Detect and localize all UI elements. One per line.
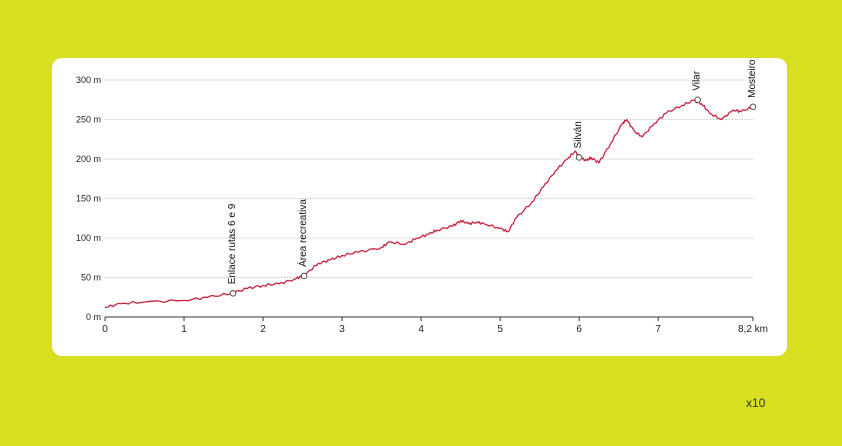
waypoint-label: Vilar [692, 70, 703, 90]
x-tick-label: 8,2 km [738, 324, 768, 335]
x-tick-label: 2 [260, 324, 266, 335]
waypoint-marker [749, 103, 757, 111]
x-tick-label: 0 [102, 324, 108, 335]
x-tick-labels: 0 1 2 3 4 5 6 7 8,2 km [102, 324, 768, 335]
waypoint-label: Silván [573, 121, 584, 148]
axes [104, 316, 754, 321]
y-tick-label: 200 m [76, 154, 101, 164]
y-tick-labels: 0 m 50 m 100 m 150 m 200 m 250 m 300 m [76, 75, 101, 322]
grid-lines [105, 79, 753, 278]
elevation-profile-chart: 0 m 50 m 100 m 150 m 200 m 250 m 300 m 0 1 2 3 4 5 6… [76, 58, 768, 335]
x-tick-label: 6 [576, 324, 582, 335]
waypoint-marker [575, 154, 583, 161]
series-group [104, 99, 754, 309]
y-tick-label: 50 m [81, 273, 101, 283]
waypoint-marker [694, 96, 701, 104]
x-tick-label: 1 [181, 324, 187, 335]
waypoint-marker [229, 290, 237, 297]
y-tick-label: 0 m [86, 312, 101, 322]
waypoints-group: Enlace rutas 6 e 9 Área recreativa Silván V… [227, 58, 758, 297]
x-tick-label: 7 [655, 324, 661, 335]
waypoint-label: Enlace rutas 6 e 9 [227, 203, 238, 284]
x-tick-label: 5 [497, 324, 503, 335]
x-tick-label: 4 [418, 324, 424, 335]
waypoint-marker [300, 272, 308, 280]
y-tick-label: 100 m [76, 233, 101, 243]
y-tick-label: 300 m [76, 75, 101, 85]
scale-label: x10 [746, 396, 766, 410]
waypoint-label: Mosteiro da Armenteira [747, 58, 758, 98]
y-tick-label: 250 m [76, 115, 101, 125]
chart-card: 0 m 50 m 100 m 150 m 200 m 250 m 300 m 0 1 2 3 4 5 6… [52, 58, 787, 356]
y-tick-label: 150 m [76, 194, 101, 204]
x-tick-label: 3 [339, 324, 345, 335]
series-line [104, 99, 754, 309]
waypoint-label: Área recreativa [296, 199, 309, 267]
